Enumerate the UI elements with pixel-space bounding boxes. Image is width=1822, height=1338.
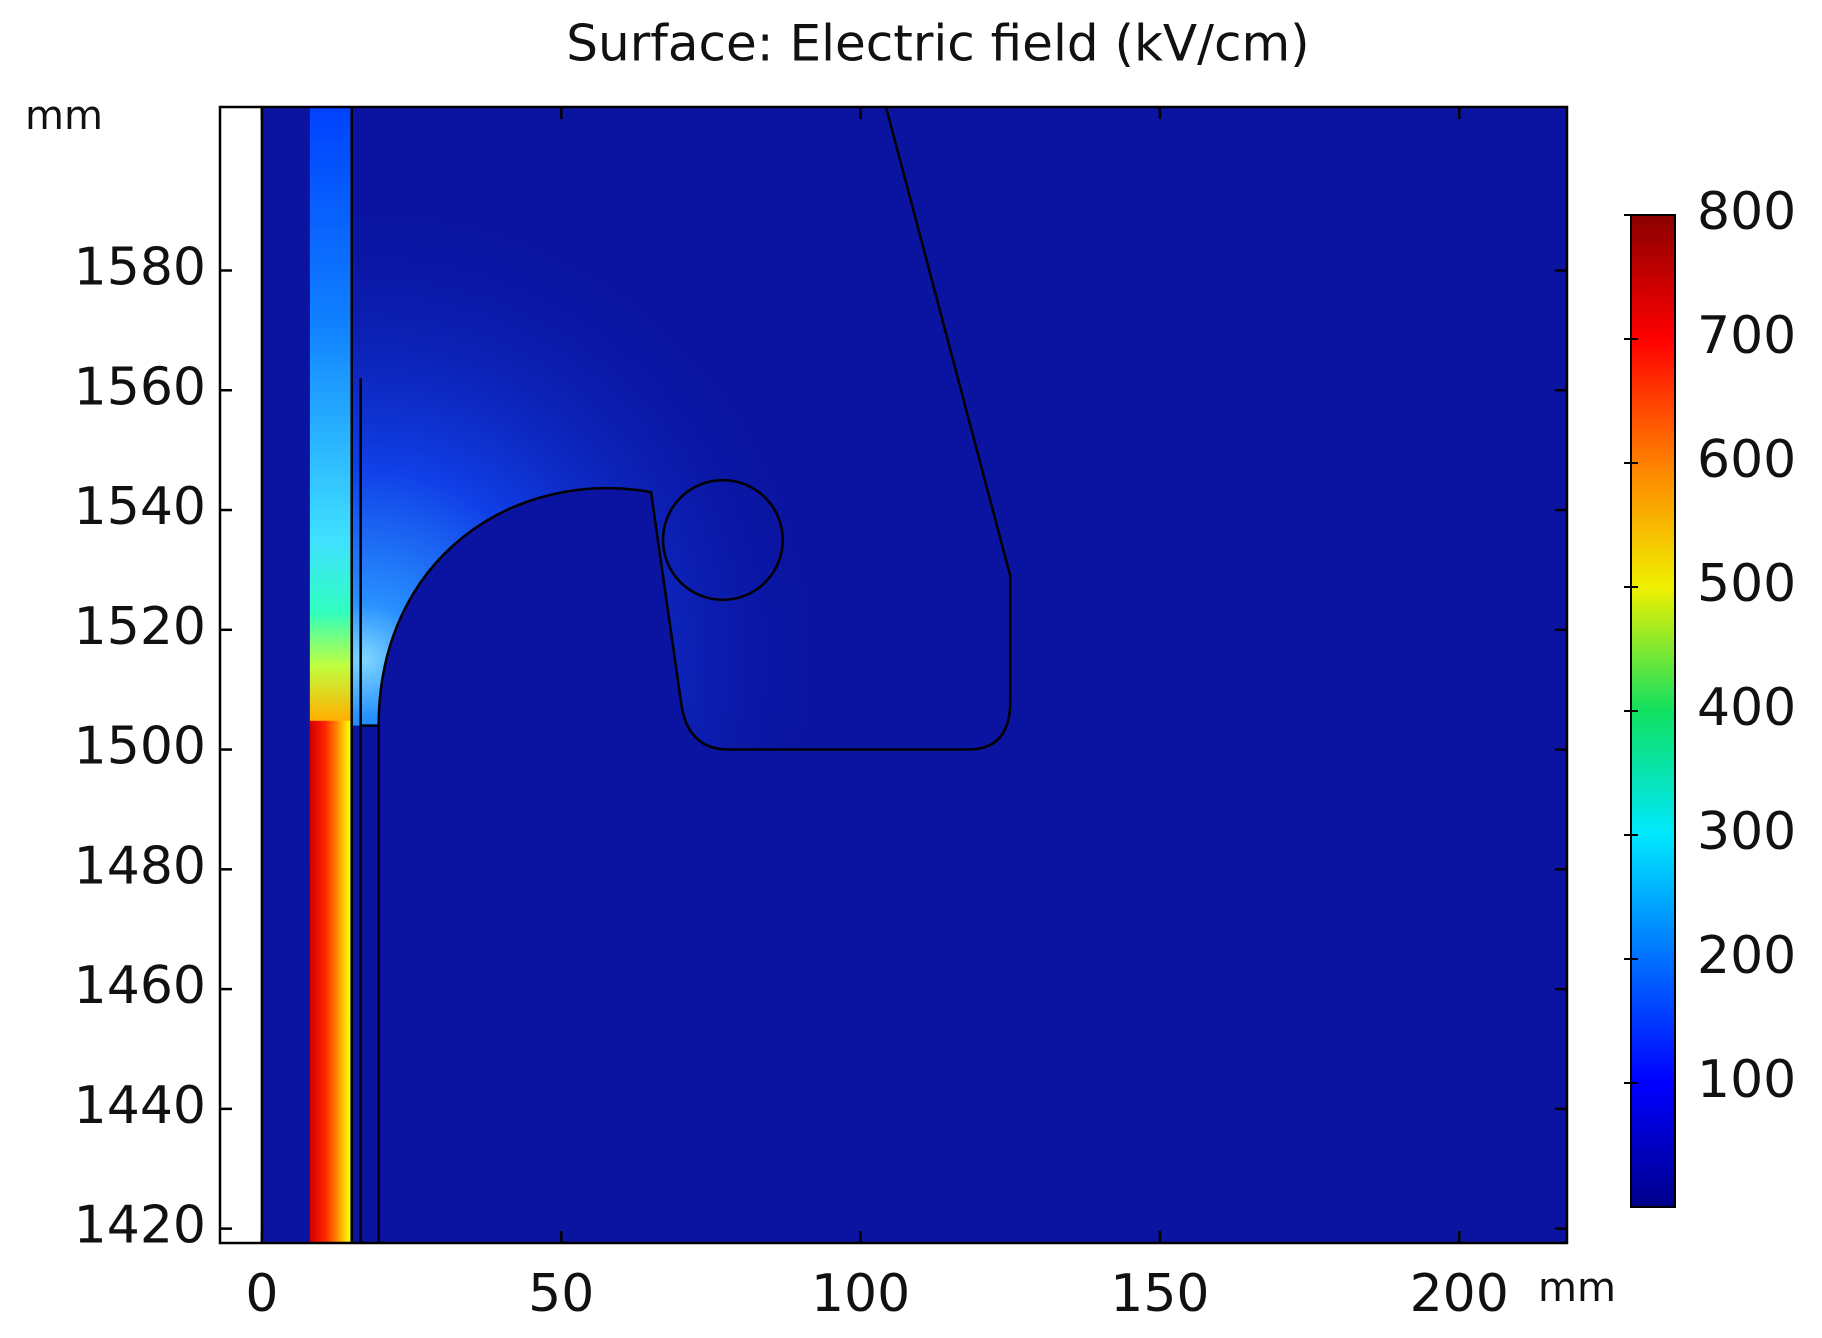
ring-boundary	[663, 480, 783, 600]
y-tick-label: 1540	[74, 477, 206, 537]
field-transition	[309, 538, 352, 721]
colorbar-tick-label: 400	[1697, 678, 1796, 738]
x-tick-label: 200	[1410, 1264, 1509, 1324]
field-empty	[220, 107, 262, 1243]
colorbar-tick-label: 200	[1697, 926, 1796, 986]
colorbar-tick-label: 300	[1697, 802, 1796, 862]
field-plot	[220, 79, 1567, 1289]
colorbar	[1630, 214, 1676, 1208]
boundary	[262, 79, 379, 1289]
colorbar-tick-label: 800	[1697, 182, 1796, 242]
y-tick-label: 1420	[74, 1196, 206, 1256]
x-tick-label: 0	[245, 1264, 278, 1324]
boundary	[379, 79, 1011, 1289]
electrode-fill	[351, 488, 1011, 1243]
colorbar-tick-label: 700	[1697, 306, 1796, 366]
plot-frame	[218, 105, 1569, 1245]
colorbar-tick-label: 600	[1697, 430, 1796, 490]
y-tick-label: 1520	[74, 597, 206, 657]
x-tick-label: 150	[1110, 1264, 1209, 1324]
y-tick-label: 1440	[74, 1076, 206, 1136]
y-tick-label: 1580	[74, 237, 206, 297]
x-tick-label: 100	[811, 1264, 910, 1324]
colorbar-tick-label: 500	[1697, 554, 1796, 614]
field-hot-strip	[309, 719, 352, 1243]
x-tick-label: 50	[528, 1264, 594, 1324]
field-upper	[309, 107, 352, 540]
x-unit: mm	[1538, 1265, 1616, 1311]
chart-title: Surface: Electric field (kV/cm)	[566, 15, 1309, 73]
y-unit: mm	[25, 93, 103, 139]
y-tick-label: 1460	[74, 956, 206, 1016]
y-tick-label: 1480	[74, 836, 206, 896]
y-tick-label: 1560	[74, 357, 206, 417]
y-tick-label: 1500	[74, 717, 206, 777]
colorbar-tick-label: 100	[1697, 1050, 1796, 1110]
